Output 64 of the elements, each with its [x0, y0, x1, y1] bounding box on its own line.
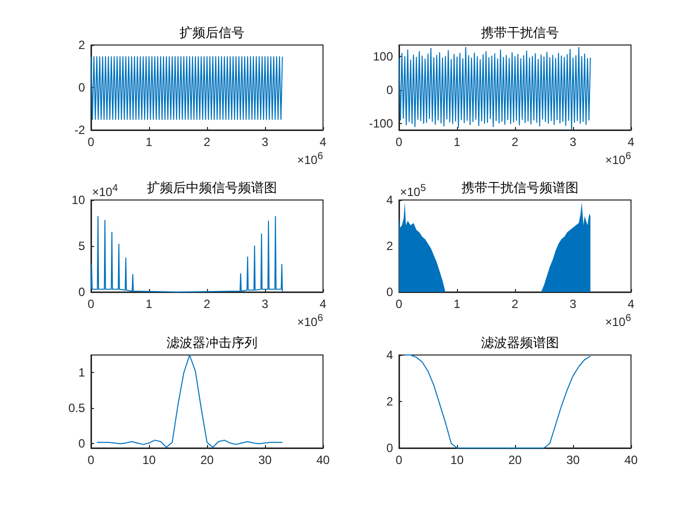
x-tick-label: 4	[628, 297, 635, 311]
chart-title: 携带干扰信号	[481, 25, 559, 40]
y-tick-label: 10	[72, 193, 86, 207]
y-tick-label: 5	[78, 239, 86, 253]
x-tick-label: 1	[146, 297, 153, 311]
y-tick-label: 4	[386, 348, 394, 362]
y-axis-title: ×10$^{5}$	[400, 182, 426, 199]
y-tick-label: 1	[78, 366, 86, 380]
x-tick-label: 4	[320, 135, 327, 149]
line-series	[398, 46, 591, 130]
x-axis-title: ×10$^{6}$	[297, 150, 323, 167]
y-tick-label: 0	[78, 436, 86, 451]
x-tick-label: 0	[396, 297, 403, 311]
x-tick-label: 30	[258, 453, 272, 467]
y-tick-label: 0.5	[68, 401, 86, 416]
chart-title: 扩频后中频信号频谱图	[147, 180, 277, 195]
y-tick-label: 100	[372, 50, 394, 64]
x-tick-label: 2	[204, 297, 211, 311]
chart-title: 滤波器频谱图	[481, 335, 559, 350]
x-tick-label: 10	[142, 453, 156, 467]
x-tick-label: 1	[454, 135, 461, 149]
chart-title: 扩频后信号	[180, 25, 244, 40]
x-tick-label: 4	[320, 297, 327, 311]
x-tick-label: 40	[624, 453, 638, 467]
y-tick-label: 0	[386, 83, 394, 97]
x-tick-label: 40	[316, 453, 330, 467]
y-tick-label: 4	[386, 193, 394, 207]
y-tick-label: 0	[78, 80, 86, 94]
x-tick-label: 10	[450, 453, 464, 467]
x-tick-label: 1	[146, 135, 153, 149]
y-tick-label: 2	[386, 394, 394, 408]
x-tick-label: 1	[454, 297, 461, 311]
x-tick-label: 4	[628, 135, 635, 149]
x-tick-label: 2	[512, 297, 519, 311]
y-tick-label: 2	[386, 239, 394, 253]
x-axis-title: ×10$^{6}$	[605, 312, 631, 329]
x-tick-label: 3	[262, 135, 269, 149]
line-series	[404, 354, 591, 448]
y-tick-label: 0	[386, 441, 394, 455]
x-axis-title: ×10$^{6}$	[297, 312, 323, 329]
y-tick-label: -100	[368, 116, 394, 130]
x-tick-label: 0	[88, 135, 95, 149]
y-tick-label: -2	[74, 123, 86, 137]
x-tick-label: 0	[396, 135, 403, 149]
x-tick-label: 20	[200, 453, 214, 467]
chart-title: 滤波器冲击序列	[166, 335, 258, 350]
chart-title: 携带干扰信号频谱图	[462, 180, 578, 195]
x-tick-label: 2	[204, 135, 211, 149]
x-tick-label: 3	[570, 135, 577, 149]
x-tick-label: 30	[566, 453, 580, 467]
y-tick-label: 0	[386, 285, 394, 299]
y-axis-title: ×10$^{4}$	[92, 182, 118, 199]
x-tick-label: 0	[88, 453, 95, 467]
x-tick-label: 0	[396, 453, 403, 467]
y-tick-label: 0	[78, 285, 86, 299]
line-series	[90, 216, 283, 292]
x-tick-label: 0	[88, 297, 95, 311]
x-tick-label: 3	[570, 297, 577, 311]
y-tick-label: 2	[78, 38, 86, 52]
x-tick-label: 20	[508, 453, 522, 467]
x-axis-title: ×10$^{6}$	[605, 150, 631, 167]
line-series	[96, 354, 283, 448]
x-tick-label: 2	[512, 135, 519, 149]
x-tick-label: 3	[262, 297, 269, 311]
